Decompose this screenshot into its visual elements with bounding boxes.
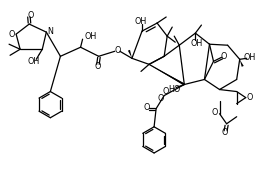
Text: O: O [246, 93, 253, 102]
Text: O: O [144, 103, 150, 112]
Text: O: O [158, 94, 164, 103]
Polygon shape [149, 64, 185, 86]
Text: OH: OH [135, 16, 147, 26]
Text: O: O [211, 108, 218, 117]
Text: O: O [27, 11, 33, 20]
Polygon shape [240, 59, 244, 67]
Text: O: O [163, 87, 169, 96]
Text: OH: OH [27, 57, 39, 66]
Text: O: O [222, 128, 228, 137]
Text: HO: HO [168, 85, 180, 94]
Text: O: O [221, 52, 227, 61]
Text: N: N [48, 27, 53, 36]
Text: OH: OH [85, 32, 97, 41]
Polygon shape [128, 50, 132, 58]
Text: O: O [115, 46, 121, 55]
Text: OH: OH [244, 53, 256, 62]
Text: OH: OH [190, 39, 203, 48]
Text: O: O [9, 30, 15, 39]
Text: O: O [95, 62, 101, 71]
